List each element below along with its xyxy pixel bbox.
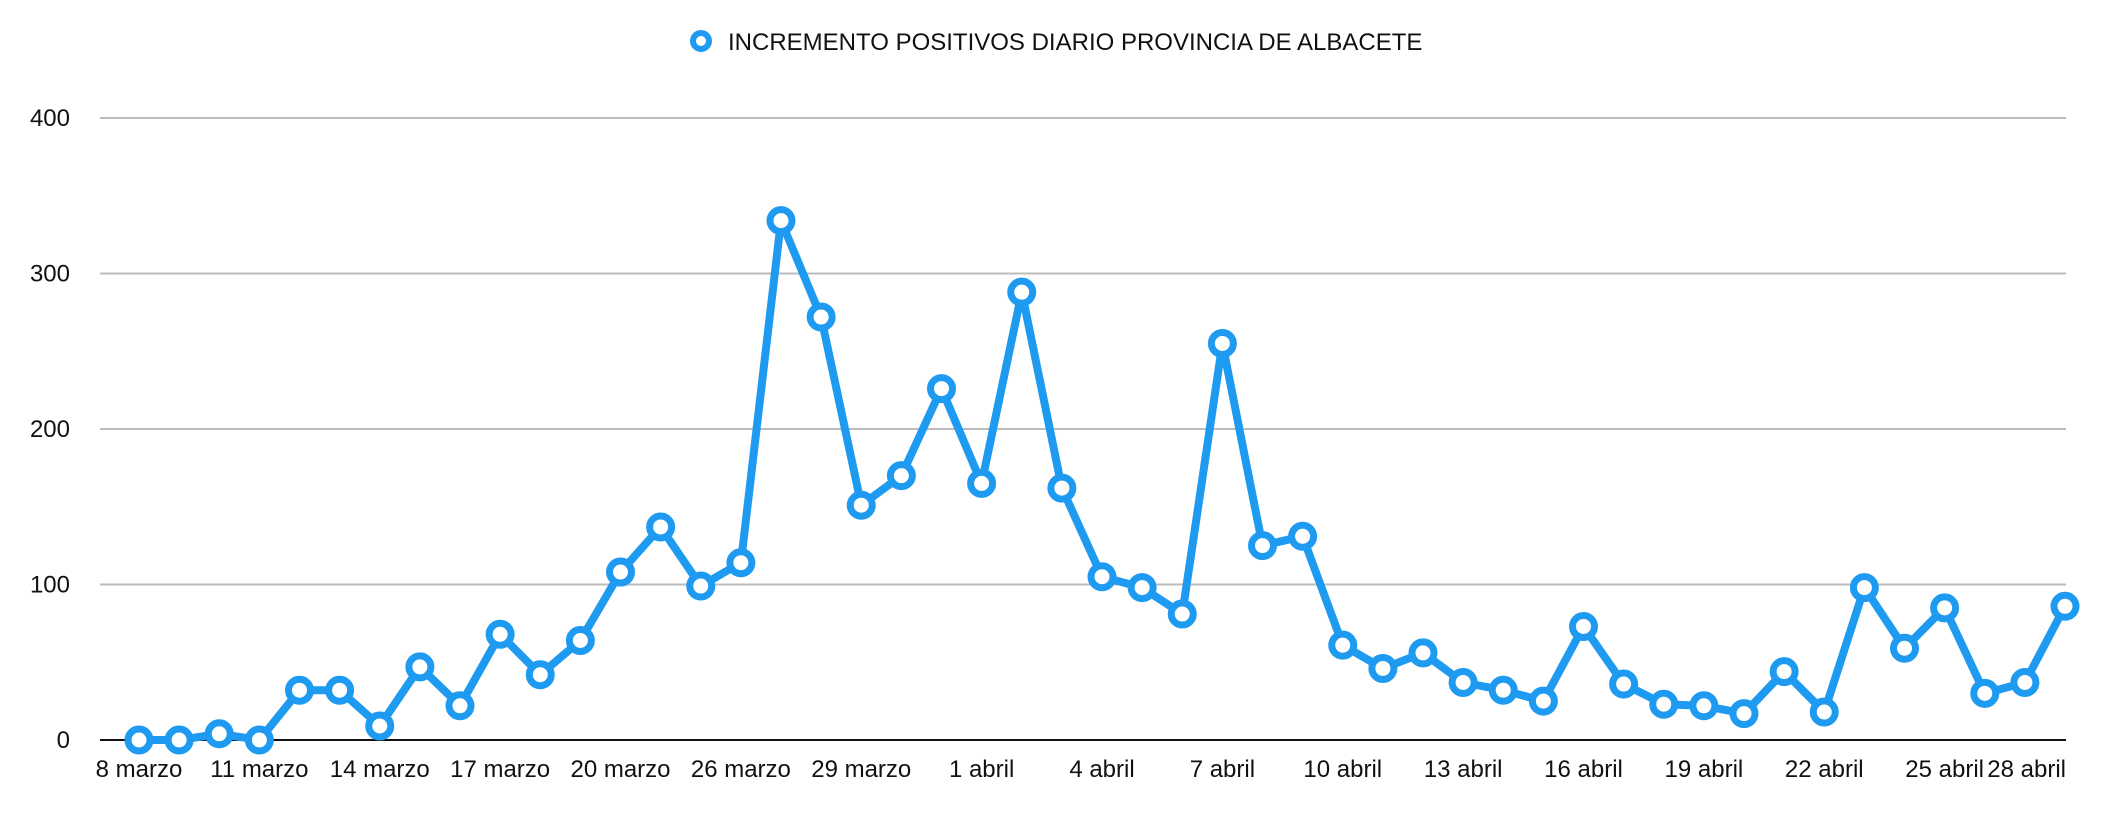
legend-label: INCREMENTO POSITIVOS DIARIO PROVINCIA DE…: [728, 29, 1422, 56]
data-point: [646, 512, 676, 542]
x-tick-label: 8 marzo: [96, 756, 183, 783]
y-axis: 0 100 200 300 400: [30, 105, 70, 754]
data-point: [1127, 573, 1157, 603]
legend: INCREMENTO POSITIVOS DIARIO PROVINCIA DE…: [690, 29, 1422, 56]
data-point: [1970, 678, 2000, 708]
x-tick-label: 26 marzo: [691, 756, 791, 783]
data-point: [565, 625, 595, 655]
data-point: [766, 206, 796, 236]
x-tick-label: 22 abril: [1785, 756, 1864, 783]
data-point: [1769, 657, 1799, 687]
data-point: [1167, 599, 1197, 629]
data-point: [1930, 593, 1960, 623]
data-point: [606, 557, 635, 587]
data-point: [886, 461, 916, 491]
x-tick-label: 28 abril: [1987, 756, 2066, 783]
data-point: [1729, 699, 1759, 729]
data-point: [164, 725, 194, 755]
data-point: [1248, 531, 1277, 561]
data-point: [1368, 653, 1398, 683]
data-point: [1488, 675, 1518, 705]
data-point: [1890, 633, 1919, 663]
series: [124, 206, 2080, 755]
data-point: [204, 719, 234, 749]
data-point: [2010, 667, 2040, 697]
data-point: [1007, 277, 1037, 307]
data-point: [325, 675, 355, 705]
gridlines: [100, 117, 2066, 586]
data-point: [806, 302, 836, 332]
x-tick-label: 10 abril: [1303, 756, 1382, 783]
data-point: [1689, 691, 1719, 721]
data-point: [927, 374, 956, 404]
x-tick-label: 17 marzo: [450, 756, 550, 783]
data-point: [1609, 669, 1639, 699]
data-point: [244, 725, 274, 755]
data-point: [445, 691, 475, 721]
x-axis: 8 marzo 11 marzo 14 marzo 17 marzo 20 marzo 2…: [96, 739, 2066, 783]
data-point: [1448, 667, 1478, 697]
data-point: [1288, 521, 1318, 551]
data-point: [2050, 591, 2080, 621]
x-tick-label: 20 marzo: [570, 756, 670, 783]
data-point: [1087, 562, 1117, 592]
data-point: [1569, 611, 1598, 641]
legend-marker-icon: [690, 30, 712, 52]
data-point: [846, 490, 876, 520]
y-tick-label: 200: [30, 416, 70, 443]
data-point: [405, 652, 435, 682]
data-point: [1207, 328, 1237, 358]
x-tick-label: 7 abril: [1190, 756, 1255, 783]
data-point: [525, 660, 555, 690]
data-point: [485, 619, 515, 649]
x-tick-label: 4 abril: [1069, 756, 1134, 783]
x-tick-label: 16 abril: [1544, 756, 1623, 783]
data-point: [1809, 697, 1839, 727]
x-tick-label: 14 marzo: [330, 756, 430, 783]
data-point: [1408, 638, 1438, 668]
data-point: [686, 571, 716, 601]
data-point: [1849, 573, 1879, 603]
y-tick-label: 400: [30, 105, 70, 132]
y-tick-label: 0: [57, 727, 70, 754]
data-point: [124, 725, 154, 755]
x-tick-label: 1 abril: [949, 756, 1014, 783]
data-point: [1528, 686, 1558, 716]
data-point: [1328, 630, 1358, 660]
y-tick-label: 100: [30, 572, 70, 599]
x-tick-label: 29 marzo: [811, 756, 911, 783]
data-point: [1047, 473, 1077, 503]
x-tick-label: 25 abril: [1905, 756, 1984, 783]
data-point: [967, 468, 997, 498]
data-point: [726, 548, 756, 578]
x-tick-label: 13 abril: [1424, 756, 1503, 783]
x-tick-label: 19 abril: [1665, 756, 1744, 783]
data-point: [365, 711, 395, 741]
data-point: [1649, 689, 1679, 719]
data-point: [285, 675, 314, 705]
y-tick-label: 300: [30, 261, 70, 288]
x-tick-label: 11 marzo: [210, 756, 308, 783]
